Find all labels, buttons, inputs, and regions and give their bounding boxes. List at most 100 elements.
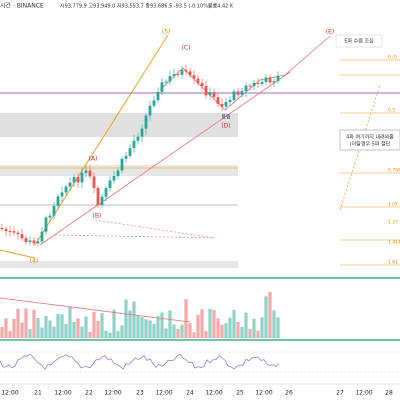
volume-bar [104,330,108,338]
volume-bar [152,323,156,338]
fib-label: 1 (9 [388,202,397,208]
note: 봉림 [221,114,230,121]
wave-label: (E) [326,29,334,36]
volume-bar [120,325,124,338]
zone [0,261,238,268]
candle [8,230,12,232]
wave-label: (C) [182,45,191,52]
volume-bar [264,296,268,338]
volume-bar [240,326,244,338]
volume-bar [32,309,36,338]
volume-bar [72,321,76,338]
candle [108,180,112,189]
volume-bar [156,316,160,338]
volume-bar [116,331,120,338]
volume-bar [216,318,220,338]
volume-bar [88,332,92,338]
candle [60,192,64,197]
wave-label: (B) [93,213,102,220]
candle [4,228,8,231]
volume-bar [0,326,4,338]
candle [236,91,240,95]
symbol: 시간 · BINANCE [0,2,44,10]
candle [44,217,48,232]
candle [168,76,172,82]
volume-bar [188,323,192,338]
candle [56,196,60,206]
volume-bar [164,328,168,338]
volume-bar [272,310,276,338]
candle [196,78,200,84]
candle [268,77,272,83]
volume-bar [76,318,80,338]
wave-label: (4) [30,258,39,265]
volume-bar [192,332,196,338]
fib-label: 1.27 [388,220,398,226]
volume-bar [232,309,236,338]
x-tick-label: 26 [285,390,293,397]
volume-bar [144,319,148,338]
candle [120,158,124,171]
candle [144,115,148,129]
candle [152,100,156,106]
fib-label: 0.5 [388,108,395,114]
candle [264,77,268,82]
x-tick-label: 25 [236,390,244,397]
candle [228,100,232,103]
volume-bar [136,315,140,338]
candle [148,105,152,116]
volume-bar [160,312,164,338]
triangle-line [54,234,216,239]
volume-bar [28,329,32,338]
volume-bar [196,314,200,338]
candle [48,215,52,218]
candle [252,82,256,86]
note: (이탈경우 5파 철단 [350,141,391,148]
candle [28,240,32,243]
volume-bar [148,320,152,338]
volume-bar [52,326,56,338]
candle [80,172,84,183]
candle [140,128,144,137]
candle [100,196,104,205]
candle [240,91,244,95]
volume-bar [204,330,208,338]
candle [88,170,92,177]
candle [112,176,116,181]
candle [68,182,72,187]
volume-bar [12,318,16,338]
candle [52,205,56,216]
volume-bar [92,311,96,338]
volume-bar [268,291,272,338]
candle [36,241,40,244]
candle [132,140,136,149]
volume-bar [8,331,12,338]
volume-bar [20,322,24,338]
volume-trend [0,297,191,323]
candle [24,238,28,243]
candle [64,186,68,193]
candle [164,81,168,83]
volume-bar [256,330,260,338]
fib-label: 0 (9 [388,55,397,61]
candle [244,85,248,92]
volume-bar [108,332,112,338]
volume-bar [140,317,144,338]
volume-bar [176,328,180,338]
candle [84,170,88,173]
candle [192,75,196,79]
x-tick-label: 24 [186,390,194,397]
note-box [335,34,383,48]
x-tick-label: 21 [34,390,42,397]
candle [92,176,96,188]
volume-bar [80,326,84,338]
x-tick-label: 12:00 [1,390,18,397]
volume-bar [200,309,204,338]
volume-bar [128,310,132,338]
volume-bar [44,315,48,338]
candle [260,81,264,84]
trend-line [34,34,169,246]
candle [0,228,4,229]
volume-bar [24,308,28,338]
note: 4파 여기까지 내려와줄 [346,134,394,141]
